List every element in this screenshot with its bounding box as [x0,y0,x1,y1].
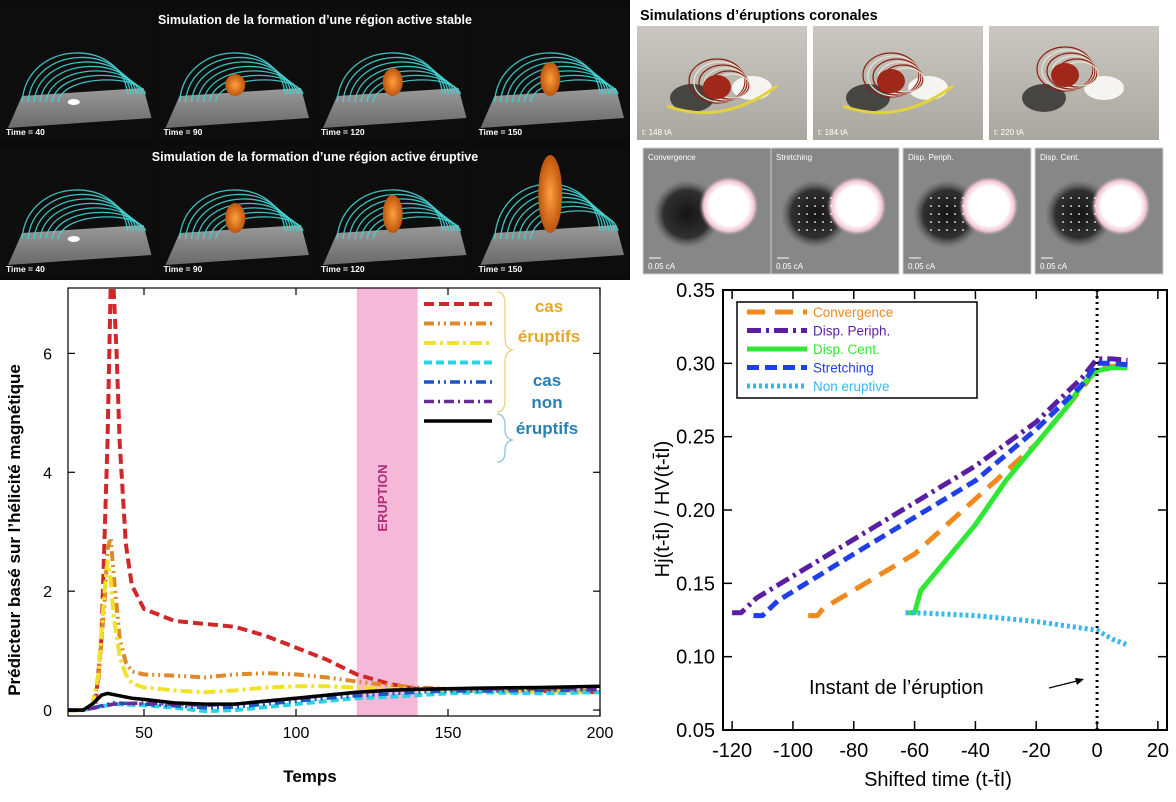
mode-label: Convergence [648,153,696,162]
y-tick-label: 0.25 [676,427,715,449]
frame-time-label: t: 220 tA [994,128,1024,137]
time-label: Time = 150 [479,127,523,137]
legend-entry: Non eruptive [813,379,890,394]
legend-label-non-eruptive: non [531,393,562,412]
frame-time-label: t: 148 tA [642,128,672,137]
plot-frame [67,287,601,717]
legend-label-non-eruptive: cas [533,371,561,390]
mode-label: Disp. Periph. [908,153,954,162]
y-tick-label: 0.15 [676,573,715,595]
simulation-frame [157,8,313,141]
simulation-frame [157,145,313,278]
x-tick-label: 0 [1091,740,1102,762]
mode-label: Stretching [776,153,812,162]
legend-entry: Disp. Cent. [813,342,880,357]
y-axis-label: Prédicteur basé sur l’hélicité magnétiqu… [5,364,24,696]
x-tick-label: 50 [135,725,153,742]
legend-label-non-eruptive: éruptifs [516,419,578,438]
legend-entry: Stretching [813,361,874,376]
driving-mode-frame: Disp. Cent. 0.05 cA [1034,147,1164,275]
eruption-frame: t: 184 tA [813,26,983,140]
eruptive-row-title: Simulation de la formation d’une région … [152,150,478,164]
x-tick-label: -20 [1022,740,1051,762]
simulation-frame [472,8,628,141]
simulation-frame [315,145,471,278]
time-label: Time = 90 [164,127,203,137]
x-axis-label: Shifted time (t-t̄I) [864,769,1012,791]
helicity-ratio-chart: -120 -100 -80 -60 -40 -20 0 20 0.05 0.10 0.15 0.20 0… [637,280,1176,797]
simulation-frame [472,145,628,278]
time-label: Time = 40 [6,127,45,137]
y-tick-label: 0.20 [676,500,715,522]
coronal-eruption-title: Simulations d’éruptions coronales [640,8,878,24]
driving-mode-frame: Stretching 0.05 cA [770,147,900,275]
x-tick-label: 100 [283,725,310,742]
helicity-predictor-chart: ERUPTION 50 100 150 200 0 2 4 6 Temps Prédicteu… [0,282,630,797]
y-tick-label: 2 [43,584,52,601]
legend-label-eruptive: cas [535,297,563,316]
y-tick-label: 0 [43,703,52,720]
eruption-band [356,288,418,716]
legend-entry: Convergence [813,305,893,320]
driving-mode-frame: Convergence 0.05 cA [642,147,772,275]
series-line [68,288,600,713]
helicity-predictor-plot: ERUPTION 50 100 150 200 0 2 4 6 Temps Prédicteu… [5,287,614,786]
y-tick-label: 4 [43,465,52,482]
eruption-frame: t: 148 tA [637,26,807,140]
series-line [908,365,1128,616]
coronal-eruption-panel: Simulations d’éruptions coronales t: 148… [637,0,1176,280]
y-tick-label: 0.35 [676,282,715,302]
series-line [68,535,600,713]
legend-label-eruptive: éruptifs [518,327,580,346]
eruption-frame: t: 220 tA [989,26,1159,140]
eruption-band-label: ERUPTION [375,464,390,531]
x-tick-label: -80 [839,740,868,762]
scale-label: 0.05 cA [908,262,936,271]
helicity-ratio-plot: -120 -100 -80 -60 -40 -20 0 20 0.05 0.10 0.15 0.20 0… [652,280,1169,791]
x-tick-label: -100 [773,740,813,762]
y-axis-label: Hj(t-t̄I) / HV(t-t̄I) [652,441,674,578]
y-tick-label: 6 [43,346,52,363]
time-label: Time = 120 [321,127,365,137]
driving-mode-frame: Disp. Periph. 0.05 cA [902,147,1032,275]
legend: cas éruptifs cas non éruptifs [424,291,580,463]
y-tick-label: 0.05 [676,720,715,742]
y-tick-label: 0.10 [676,647,715,669]
x-axis-label: Temps [283,767,337,786]
series-line [753,360,1128,619]
series-line [732,356,1128,616]
simulation-frame [0,8,156,141]
series-line [68,684,600,712]
eruption-annotation: Instant de l’éruption [809,677,984,699]
time-label: Time = 120 [321,264,365,274]
x-tick-label: -60 [900,740,929,762]
time-label: Time = 90 [164,264,203,274]
region-simulation-panel: Simulation de la formation d’une région … [0,0,630,280]
time-label: Time = 40 [6,264,45,274]
x-tick-label: -120 [712,740,752,762]
simulation-frame [315,8,471,141]
x-tick-label: -40 [961,740,990,762]
mode-label: Disp. Cent. [1040,153,1080,162]
scale-label: 0.05 cA [648,262,676,271]
annotation-arrow-head [1075,678,1084,685]
region-simulation-renders: Simulation de la formation d’une région … [0,8,628,278]
series-line [68,688,600,712]
coronal-eruption-renders: Simulations d’éruptions coronales t: 148… [637,8,1164,275]
x-tick-label: 200 [587,725,614,742]
x-tick-label: 150 [435,725,462,742]
x-tick-label: 20 [1147,740,1169,762]
time-label: Time = 150 [479,264,523,274]
scale-label: 0.05 cA [1040,262,1068,271]
scale-label: 0.05 cA [776,262,804,271]
legend: Convergence Disp. Periph. Disp. Cent. Stret… [736,301,978,399]
frame-time-label: t: 184 tA [818,128,848,137]
y-tick-label: 0.30 [676,353,715,375]
stable-row-title: Simulation de la formation d’une région … [158,13,472,27]
simulation-frame [0,145,156,278]
legend-entry: Disp. Periph. [813,324,890,339]
series-line [905,610,1129,648]
series-line [808,363,1128,619]
annotation-arrow [1048,679,1082,689]
